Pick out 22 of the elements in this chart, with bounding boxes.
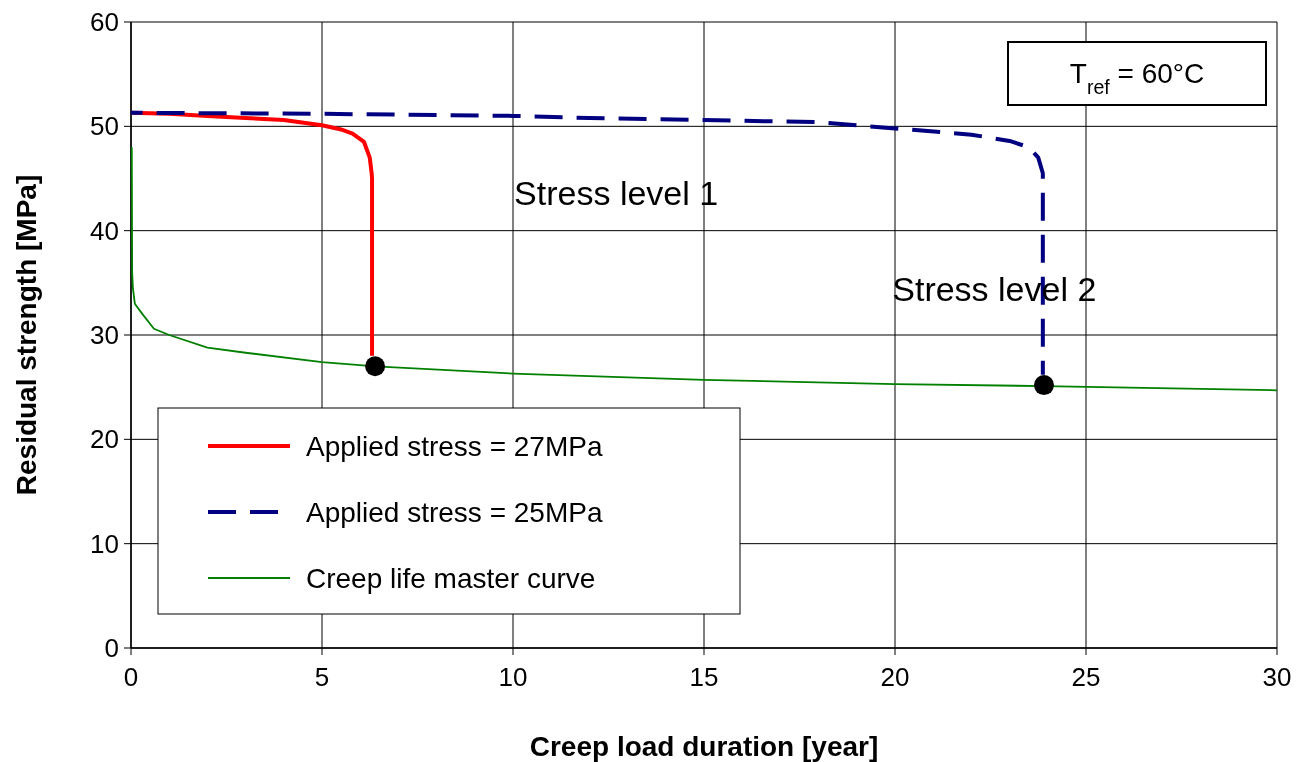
y-tick-label: 40 [90, 215, 119, 246]
y-tick-label: 60 [90, 7, 119, 38]
y-tick-label: 20 [90, 424, 119, 455]
x-tick-label: 30 [1262, 662, 1292, 692]
note-box: T$_{ref}$ = 60°C [1007, 41, 1267, 106]
y-tick-label: 50 [90, 111, 119, 142]
annotation: T$_{ref}$ = 60°C [1069, 58, 1205, 98]
x-tick-label: 10 [498, 662, 528, 692]
legend-label: Applied stress = 27MPa [306, 430, 603, 462]
legend-label: Applied stress = 25MPa [306, 496, 603, 528]
y-tick-label: 30 [90, 320, 119, 351]
x-axis-title: Creep load duration [year] [529, 731, 879, 762]
x-tick-label: 0 [123, 662, 139, 692]
y-tick-label: 0 [104, 633, 119, 664]
x-tick-label: 25 [1071, 662, 1101, 692]
y-tick-label: 10 [90, 528, 119, 559]
annotation: Stress level 1 [514, 173, 719, 212]
y-axis-title: Residual strength [MPa] [11, 174, 42, 496]
legend-label: Creep life master curve [306, 562, 596, 594]
x-tick-label: 15 [689, 662, 719, 692]
x-tick-label: 5 [314, 662, 330, 692]
x-tick-label: 20 [880, 662, 910, 692]
